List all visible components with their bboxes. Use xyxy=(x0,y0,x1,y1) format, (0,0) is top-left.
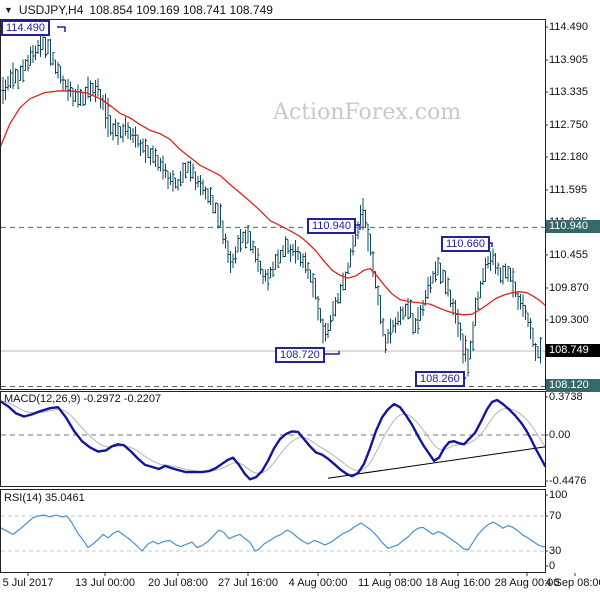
axis-price-tag: 110.940 xyxy=(546,220,600,233)
macd-indicator-label: MACD(12,26,9) -0.2972 -0.2207 xyxy=(4,393,162,405)
y-axis-label: 100 xyxy=(549,489,568,501)
y-axis-label: 113.335 xyxy=(549,86,588,98)
time-axis-label: 5 Jul 2017 xyxy=(2,577,54,589)
y-axis-label: 112.180 xyxy=(549,151,588,163)
price-level-tag: 108.720 xyxy=(275,347,325,363)
y-axis-label: -0.4476 xyxy=(549,475,587,487)
y-axis-label: 70 xyxy=(549,510,562,522)
time-axis-label: 27 Jul 16:00 xyxy=(218,577,278,589)
y-axis-label: 0.00 xyxy=(549,429,571,441)
price-level-tag: 110.660 xyxy=(441,236,490,252)
time-axis-label: 18 Aug 16:00 xyxy=(425,577,491,589)
y-axis-label: 114.490 xyxy=(549,21,588,33)
symbol-period-label: USDJPY,H4 xyxy=(18,3,84,17)
y-axis-label: 113.905 xyxy=(549,54,588,66)
time-axis-label: 28 Aug 00:00 xyxy=(494,577,560,589)
axis-price-tag: 108.120 xyxy=(546,379,600,392)
time-axis-label: 4 Aug 00:00 xyxy=(288,577,348,589)
y-axis-label: 109.870 xyxy=(549,282,589,294)
y-axis-label: 112.750 xyxy=(549,119,588,131)
price-level-tag: 114.490 xyxy=(1,20,50,36)
chevron-down-icon[interactable]: ▼ xyxy=(4,5,13,15)
price-level-tag: 110.940 xyxy=(307,218,356,234)
y-axis-label: 111.595 xyxy=(549,184,588,196)
time-axis-label: 13 Jul 00:00 xyxy=(75,577,135,589)
ohlc-values: 108.854 109.169 108.741 108.749 xyxy=(89,3,273,17)
y-axis-label: 110.455 xyxy=(549,249,588,261)
time-axis-label: 20 Jul 08:00 xyxy=(148,577,208,589)
watermark: ActionForex.com xyxy=(273,100,462,125)
y-axis-label: 30 xyxy=(549,545,562,557)
y-axis-label: 109.300 xyxy=(549,314,589,326)
chart-header: ▼ USDJPY,H4 108.854 109.169 108.741 108.… xyxy=(4,3,273,17)
axis-price-tag: 108.749 xyxy=(546,344,600,357)
time-axis-label: 4 Sep 08:00 xyxy=(545,577,600,589)
y-axis-label: 0 xyxy=(549,560,556,572)
y-axis-label: 0.3738 xyxy=(549,391,583,403)
price-level-tag: 108.260 xyxy=(415,371,465,387)
rsi-indicator-label: RSI(14) 35.0461 xyxy=(4,492,85,504)
time-axis-label: 11 Aug 08:00 xyxy=(357,577,423,589)
